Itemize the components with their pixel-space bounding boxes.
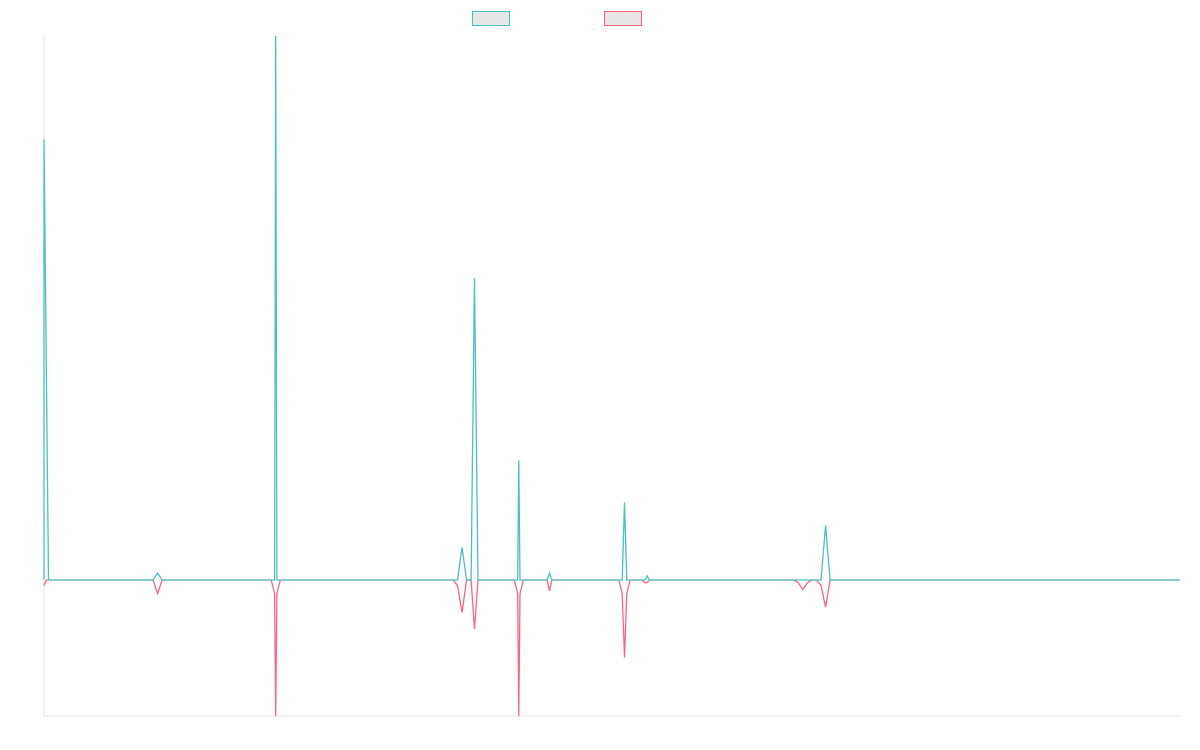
legend [0,9,1200,27]
series-layer [43,35,1180,717]
legend-item-series-1[interactable] [472,9,516,27]
series-line-2 [43,579,1180,717]
legend-swatch-series-2 [604,10,642,26]
axes [43,36,1180,717]
series-line-1 [43,35,1180,581]
legend-swatch-series-1 [472,10,510,26]
legend-item-series-2[interactable] [604,9,648,27]
